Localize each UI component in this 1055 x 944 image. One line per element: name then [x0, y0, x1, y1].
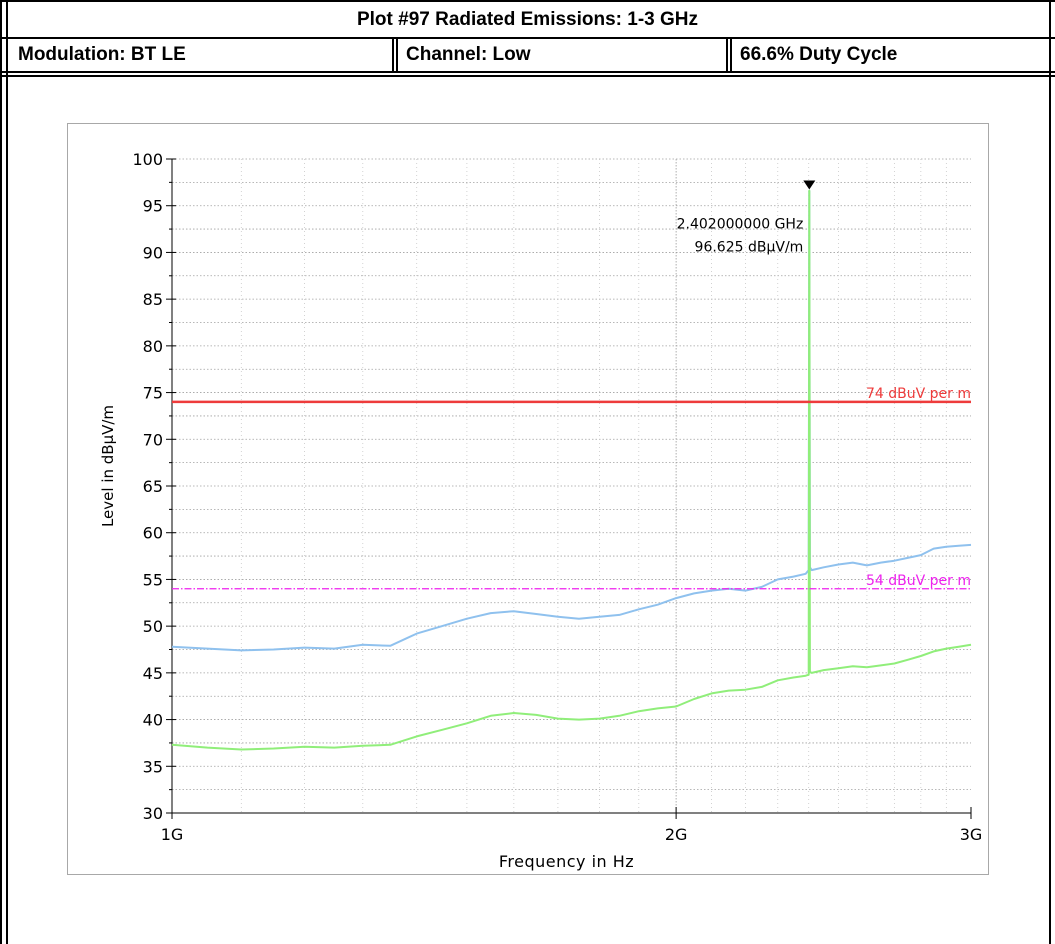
frame-left-border [0, 0, 2, 944]
y-tick-label: 85 [143, 290, 163, 309]
emissions-chart: 30 35 40 45 50 55 60 65 70 75 80 85 90 95 100 1G 2G 3G Fre… [99, 150, 983, 871]
peak-trace [171, 189, 972, 652]
channel-label: Channel: Low [406, 44, 531, 65]
frame-info-divider-2 [0, 75, 1055, 77]
average-trace [171, 189, 972, 751]
x-tick-label: 1G [161, 825, 184, 844]
y-tick-label: 70 [143, 430, 163, 449]
marker-level-label: 96.625 dBµV/m [695, 240, 804, 256]
x-tick-label: 3G [960, 825, 983, 844]
y-tick-label: 75 [143, 384, 163, 403]
marker-frequency-label: 2.402000000 GHz [677, 217, 804, 233]
modulation-label: Modulation: BT LE [18, 44, 186, 65]
average-limit-label: 54 dBuV per m [866, 573, 971, 589]
grid-group [172, 158, 971, 814]
y-tick-label: 80 [143, 337, 163, 356]
y-tick-label: 95 [143, 197, 163, 216]
frame-top-border [0, 0, 1055, 2]
x-tick-label: 2G [665, 825, 688, 844]
y-tick-label: 35 [143, 757, 163, 776]
x-axis-title: Frequency in Hz [499, 852, 634, 871]
y-axis-title: Level in dBµV/m [99, 405, 117, 527]
y-tick-label: 30 [143, 804, 163, 823]
page-title: Plot #97 Radiated Emissions: 1-3 GHz [356, 9, 699, 30]
y-tick-label: 55 [143, 570, 163, 589]
y-tick-label: 50 [143, 617, 163, 636]
duty-cycle-label: 66.6% Duty Cycle [740, 44, 898, 65]
chart-panel: 30 35 40 45 50 55 60 65 70 75 80 85 90 95 100 1G 2G 3G Fre… [67, 123, 989, 875]
frame-title-divider [0, 37, 1055, 39]
y-tick-label: 100 [132, 150, 163, 169]
y-tick-label: 65 [143, 477, 163, 496]
y-tick-label: 60 [143, 524, 163, 543]
marker-triangle-icon [803, 180, 816, 190]
peak-limit-label: 74 dBuV per m [866, 386, 971, 402]
info-cell-divider-2 [726, 38, 732, 72]
y-tick-label: 45 [143, 664, 163, 683]
y-tick-label: 90 [143, 243, 163, 262]
frame-info-divider [0, 71, 1055, 73]
y-tick-label: 40 [143, 711, 163, 730]
frame-right-border [1049, 0, 1051, 944]
info-cell-divider-1 [392, 38, 398, 72]
frame-left-inner-border [6, 0, 8, 944]
